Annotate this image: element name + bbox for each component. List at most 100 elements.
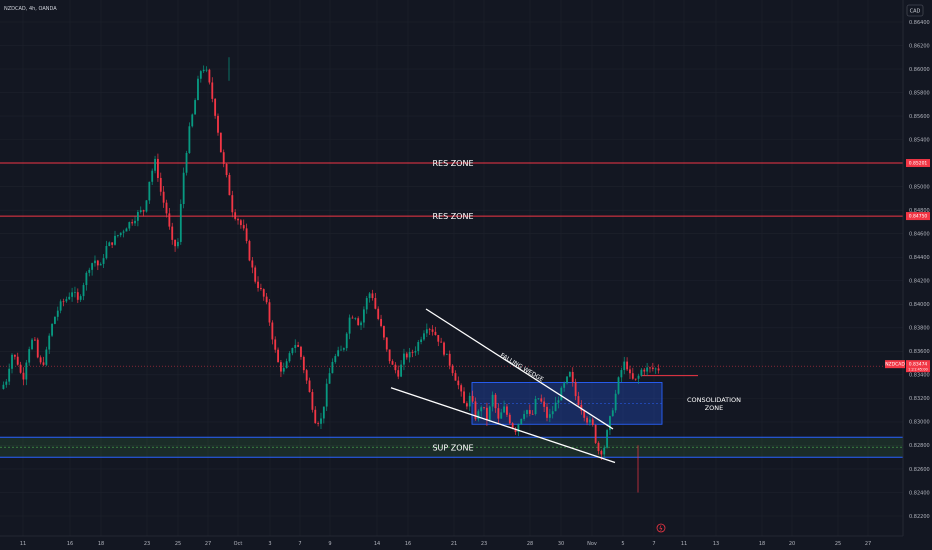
candle-body <box>571 371 574 382</box>
candle-body <box>165 202 168 214</box>
candle-body <box>105 246 108 259</box>
candle-body <box>557 400 560 403</box>
candle-body <box>483 407 485 409</box>
candle-body <box>282 368 285 372</box>
candle-body <box>265 296 268 303</box>
y-tick-label: 0.84400 <box>909 255 930 261</box>
candle-body <box>354 318 357 320</box>
x-tick-label: 3 <box>268 541 271 547</box>
y-tick-label: 0.83800 <box>909 326 930 332</box>
candle-body <box>134 220 136 224</box>
candle-body <box>188 126 191 153</box>
candle-body <box>414 351 417 353</box>
candle-body <box>620 370 623 378</box>
candle-body <box>563 383 566 388</box>
candle-body <box>408 352 411 358</box>
price-badge-text: 0.85201 <box>909 161 928 167</box>
candle-body <box>445 353 448 355</box>
candle-body <box>102 258 105 264</box>
candle-body <box>125 228 128 232</box>
candle-body <box>331 361 334 374</box>
candle-body <box>88 269 91 273</box>
candle-body <box>568 371 571 377</box>
candle-body <box>457 380 460 386</box>
candle-body <box>45 349 48 365</box>
drawings <box>390 308 616 464</box>
candle-body <box>474 401 477 420</box>
candle-body <box>394 364 397 371</box>
y-tick-label: 0.82800 <box>909 443 930 449</box>
x-tick-label: 18 <box>759 541 765 547</box>
candle-body <box>425 329 428 334</box>
candle-body <box>305 370 308 381</box>
candle-body <box>546 406 548 418</box>
y-tick-label: 0.82400 <box>909 490 930 496</box>
price-badge-text: 0.83474 <box>909 361 928 367</box>
candle-body <box>136 212 139 221</box>
candle-body <box>202 69 205 72</box>
symbol-badge-text: NZDCAD <box>885 362 905 368</box>
candle-body <box>228 174 231 196</box>
candle-body <box>623 361 626 371</box>
candle-body <box>646 367 649 372</box>
x-tick-label: 16 <box>67 541 73 547</box>
candle-body <box>403 353 405 365</box>
candle-body <box>119 232 122 236</box>
candle-body <box>574 381 577 397</box>
candle-body <box>594 424 597 443</box>
y-tick-label: 0.86200 <box>909 43 930 49</box>
candle-body <box>217 115 219 133</box>
x-tick-label: 23 <box>481 541 487 547</box>
candle-body <box>405 353 408 358</box>
candle-body <box>162 191 165 203</box>
y-tick-label: 0.84800 <box>909 208 930 214</box>
candle-body <box>614 393 617 411</box>
sup-zone-label: SUP ZONE <box>432 444 473 453</box>
candle-body <box>262 289 265 297</box>
candle-body <box>71 292 74 297</box>
event-icon[interactable] <box>656 523 666 533</box>
y-tick-label: 0.82600 <box>909 467 930 473</box>
candle-body <box>503 406 505 413</box>
candle-body <box>551 411 554 415</box>
candle-body <box>494 394 497 409</box>
candle-body <box>99 263 102 266</box>
candle-body <box>420 339 423 343</box>
candle-body <box>437 335 440 342</box>
candle-body <box>68 296 71 300</box>
candle-body <box>334 356 337 362</box>
candle-body <box>411 352 414 353</box>
currency-box[interactable] <box>906 4 924 17</box>
x-tick-label: Oct <box>234 541 243 547</box>
candle-body <box>108 242 111 247</box>
candle-body <box>528 410 531 414</box>
candle-body <box>179 204 182 242</box>
candle-body <box>417 342 420 352</box>
x-tick-label: 14 <box>374 541 380 547</box>
price-axis[interactable]: 0.86400 0.86200 0.86000 0.85800 0.85600 0.854… <box>902 0 932 550</box>
candle-body <box>74 292 76 293</box>
consolidation-label-2: ZONE <box>705 404 724 412</box>
candle-body <box>5 381 8 385</box>
candle-body <box>33 339 36 341</box>
candle-body <box>400 364 403 377</box>
candle-body <box>322 406 325 419</box>
x-tick-label: 7 <box>652 541 655 547</box>
candle-body <box>159 177 162 192</box>
candle-body <box>526 410 528 415</box>
time-axis[interactable]: 11 16 18 23 25 27 Oct 3 7 9 14 16 21 23 28 30 Nov 5 7 11 13 1… <box>0 535 903 550</box>
candle-body <box>631 373 634 379</box>
candles <box>2 57 660 493</box>
zones <box>0 162 903 458</box>
candle-body <box>560 387 563 401</box>
candle-body <box>48 335 51 350</box>
wedge-lower-line <box>390 387 616 464</box>
candle-body <box>76 292 79 300</box>
candle-body <box>360 322 362 326</box>
candle-body <box>460 385 463 392</box>
candle-body <box>506 406 508 415</box>
candle-body <box>85 272 88 286</box>
candle-body <box>171 226 174 240</box>
